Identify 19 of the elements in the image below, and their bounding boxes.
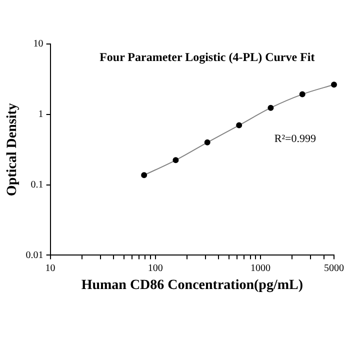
point bbox=[331, 82, 337, 88]
point bbox=[141, 172, 148, 178]
text: Four Parameter Logistic (4-PL) Curve Fit bbox=[100, 50, 315, 64]
y-tick-label: 0.01 bbox=[26, 250, 44, 261]
x-tick-label: 5000 bbox=[324, 262, 344, 274]
y-tick-label: 0.1 bbox=[30, 179, 44, 190]
x-tick-label: 100 bbox=[148, 262, 163, 274]
x-axis-title: Human CD86 Concentration(pg/mL) bbox=[81, 278, 304, 294]
x-tick-label: 1000 bbox=[250, 262, 271, 274]
x-tick-label: 10 bbox=[45, 262, 56, 274]
annotation: R²=0.999 bbox=[274, 132, 317, 145]
y-tick-label: 10 bbox=[33, 38, 44, 50]
point bbox=[299, 91, 306, 98]
point bbox=[204, 139, 210, 146]
point bbox=[236, 122, 242, 128]
y-axis-title: Optical Density bbox=[5, 103, 20, 196]
y-tick-label: 1 bbox=[38, 109, 44, 120]
point bbox=[268, 104, 274, 111]
point bbox=[172, 157, 179, 164]
